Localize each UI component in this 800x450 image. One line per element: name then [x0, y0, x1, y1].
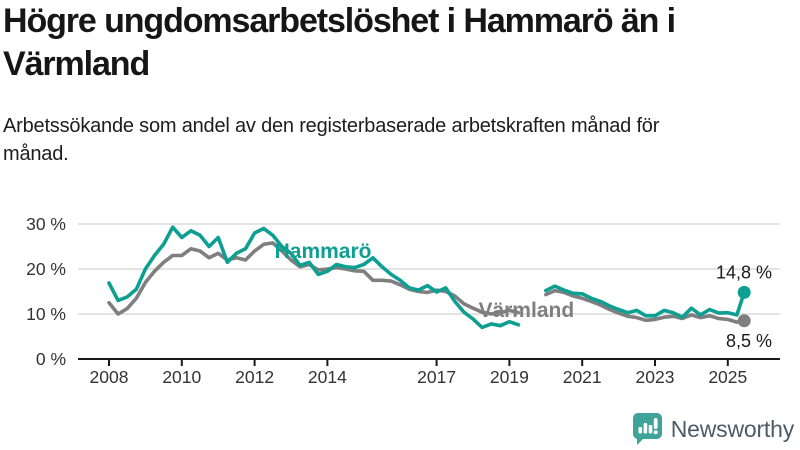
hammaro-series-label: Hammarö	[275, 240, 372, 263]
varmland-end-dot	[737, 314, 751, 328]
unemployment-line-chart: 0 % 10 % 20 % 30 % 2008 2010 2012 2014 2017 2019 2…	[0, 193, 800, 398]
hammaro-end-value-label: 14,8 %	[716, 262, 772, 282]
x-tick-label-2019: 2019	[490, 367, 529, 387]
x-tick-label-2012: 2012	[235, 367, 274, 387]
x-tick-label-2021: 2021	[563, 367, 602, 387]
chart-title: Högre ungdomsarbetslöshet i Hammarö än i…	[3, 2, 676, 83]
y-tick-label-0: 0 %	[36, 349, 66, 369]
newsworthy-icon	[632, 413, 662, 445]
x-tick-label-2023: 2023	[636, 367, 675, 387]
x-tick-label-2017: 2017	[417, 367, 456, 387]
hammaro-line	[107, 225, 746, 330]
x-tick-label-2010: 2010	[162, 367, 201, 387]
chart-canvas: 0 % 10 % 20 % 30 % 2008 2010 2012 2014 2017 2019 2…	[26, 214, 780, 387]
chart-subtitle: Arbetssökande som andel av den registerb…	[3, 115, 660, 166]
y-tick-label-10: 10 %	[26, 304, 66, 324]
y-tick-label-30: 30 %	[26, 214, 66, 234]
y-tick-label-20: 20 %	[26, 259, 66, 279]
varmland-series-label: Värmland	[478, 299, 574, 322]
newsworthy-logo: Newsworthy	[632, 413, 794, 445]
x-tick-label-2014: 2014	[308, 367, 347, 387]
x-tick-label-2025: 2025	[708, 367, 747, 387]
hammaro-end-dot	[737, 285, 751, 299]
varmland-line	[107, 241, 746, 324]
varmland-end-value-label: 8,5 %	[726, 331, 772, 351]
x-tick-label-2008: 2008	[90, 367, 129, 387]
newsworthy-wordmark: Newsworthy	[670, 415, 794, 442]
